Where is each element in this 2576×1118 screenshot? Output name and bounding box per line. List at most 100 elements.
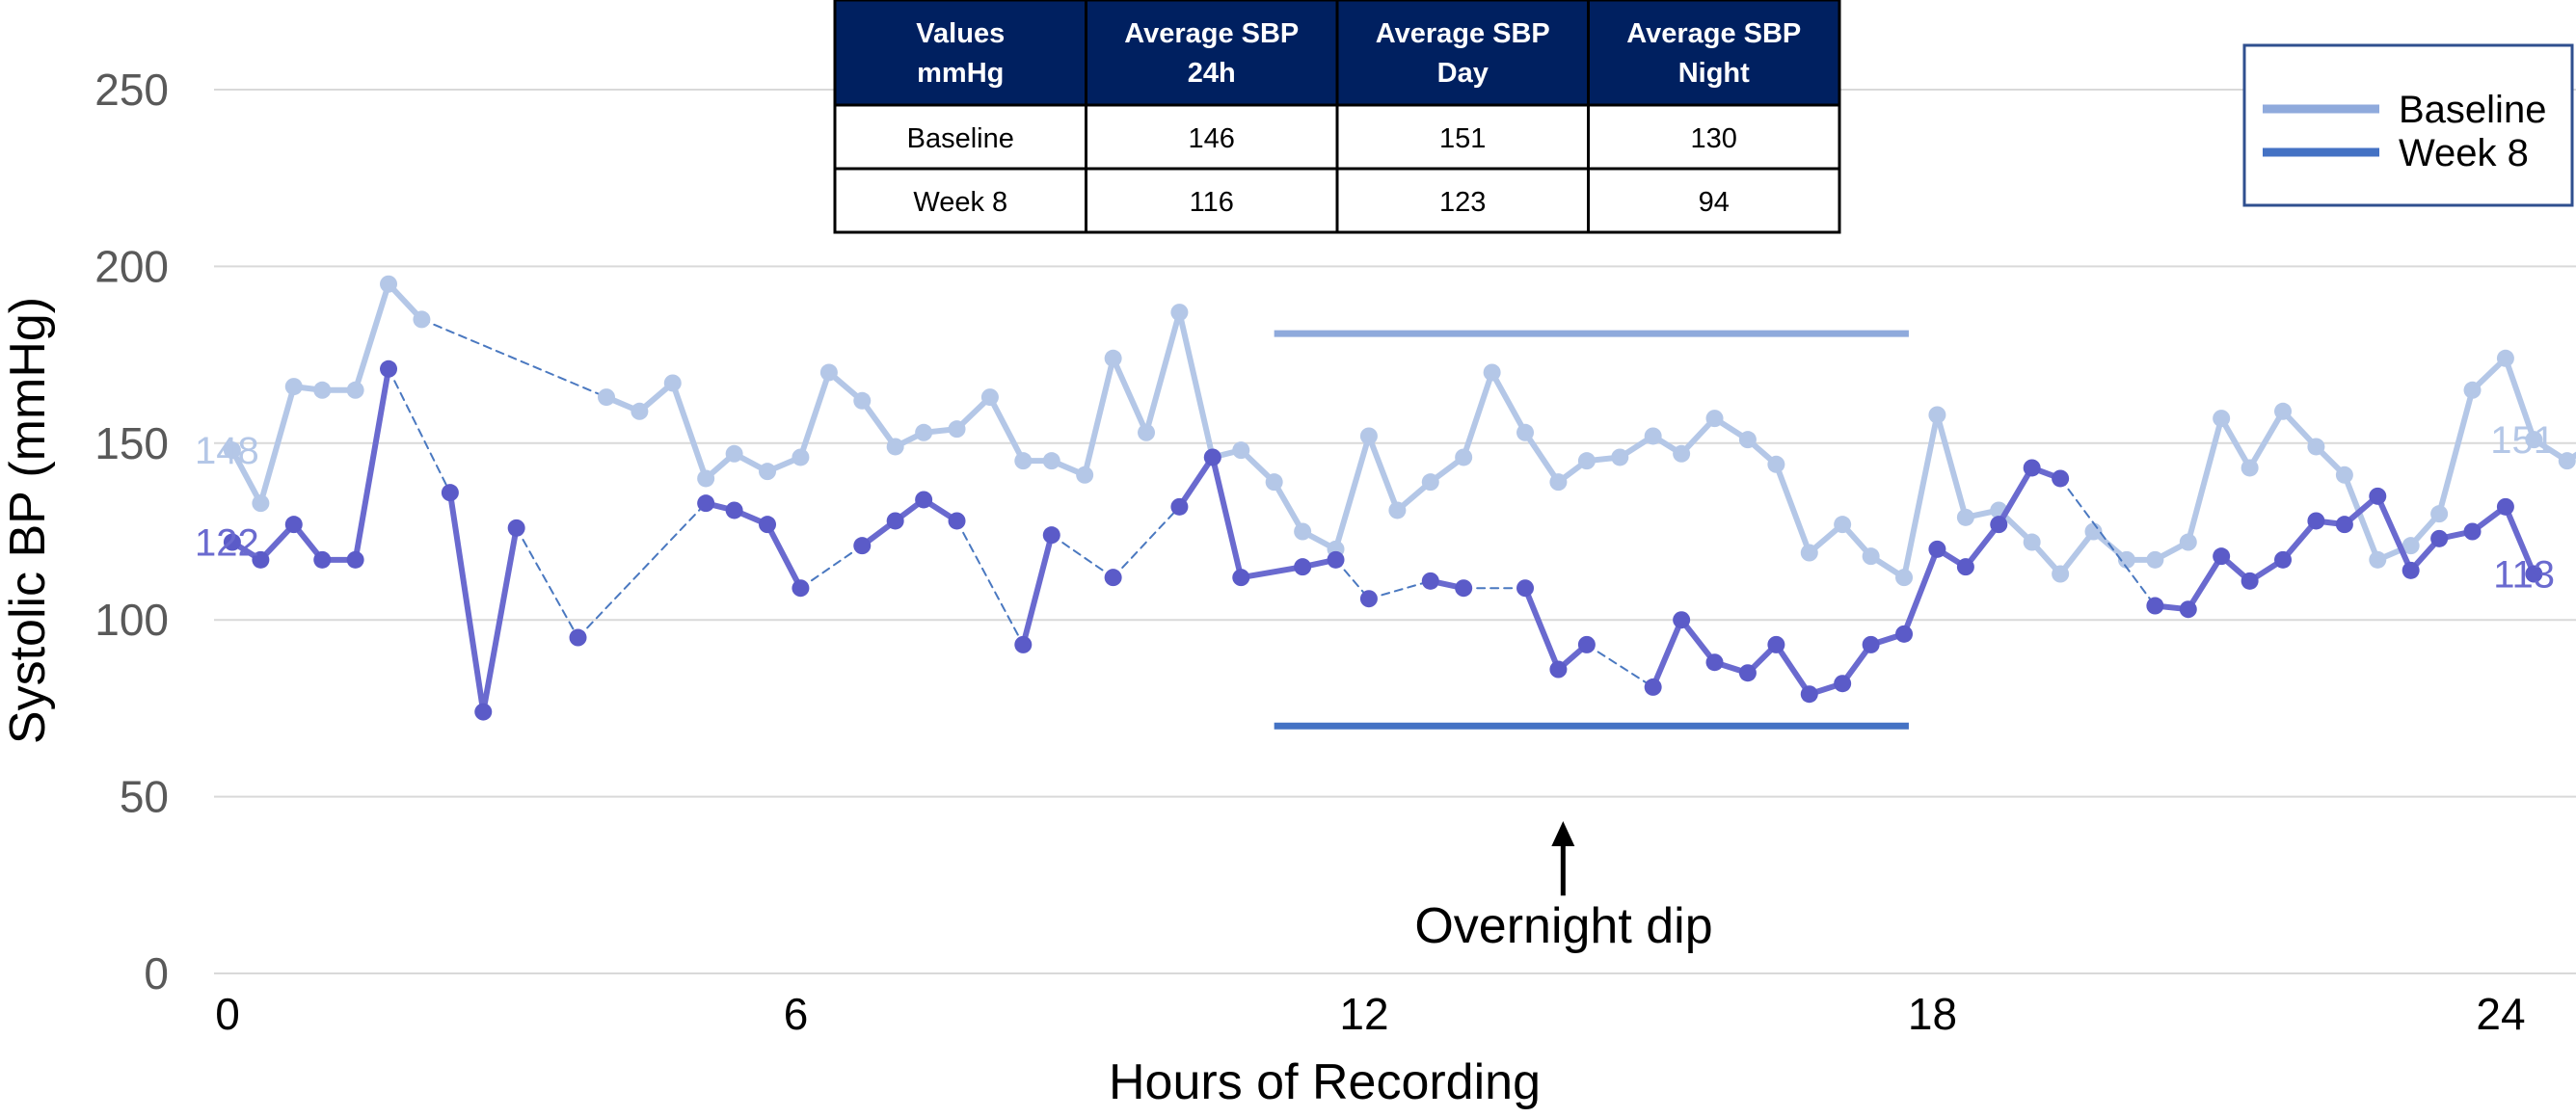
series-segment [2057,528,2097,577]
data-point [1611,448,1629,466]
series-segment [1650,617,1685,690]
table-header-cell [1085,0,1339,107]
data-point [2558,452,2576,470]
y-tick-label: 100 [94,595,169,645]
summary-table: Values mmHg Average SBP 24h Average SBP Day Av… [833,0,1841,234]
data-point [2241,572,2259,590]
data-point [1014,452,1033,470]
data-point [380,359,398,378]
series-segment [1522,429,1562,486]
series-segment [1901,546,1941,637]
series-segment [446,490,487,715]
series-week-8: 122 113 [195,359,2555,721]
data-point [507,519,525,537]
series-segment [1176,309,1216,461]
y-tick-label: 0 [144,948,169,998]
data-point [631,402,649,420]
data-point [380,275,398,293]
data-point [223,533,241,551]
series-segment [1901,412,1941,581]
data-point [792,579,810,598]
series-segment [1489,369,1529,436]
data-point [1738,431,1757,449]
series-segment [1365,433,1401,514]
data-point [569,628,587,647]
series-gap-segment [515,526,579,639]
data-point [2369,487,2387,505]
data-point [948,420,966,439]
data-point [663,374,682,392]
data-point [1232,441,1250,460]
data-point [915,491,933,509]
data-point [792,448,810,466]
legend-label: Baseline [2399,89,2546,131]
series-gap-segment [388,367,451,494]
table-cell-text: 94 [1699,187,1730,218]
table-cell-text: 146 [1189,123,1235,154]
data-point [1673,444,1691,463]
y-tick-label: 150 [94,418,169,468]
series-end-label: 151 [2490,419,2555,462]
x-tick-label: 24 [2476,989,2525,1039]
table-header-cell [833,0,1087,107]
data-point [1516,423,1535,441]
data-point [853,391,872,410]
series-segment [1996,465,2035,528]
table-cell [1335,167,1590,234]
series-segment [2436,386,2476,518]
series-segment [1143,309,1183,436]
data-point [1577,635,1596,653]
series-gap-segment [1050,534,1114,579]
data-point [853,537,872,555]
data-point [1359,590,1378,608]
data-point [2525,431,2543,449]
series-segment [2185,415,2225,546]
data-point [1104,349,1122,367]
data-point [980,388,999,407]
series-gap-segment [799,545,864,590]
y-tick-label: 250 [94,65,169,115]
data-point [598,388,615,407]
data-point [1834,675,1852,693]
data-point [2052,469,2070,488]
data-point [1928,406,1946,424]
annotation-arrow-head [1551,820,1575,846]
annotation-label: Overnight dip [1414,898,1712,954]
series-segment [1773,461,1812,556]
data-point [2496,349,2514,367]
data-point [1170,497,1189,516]
series-end-label: 113 [2493,554,2555,597]
data-point [1673,611,1691,629]
data-point [759,516,777,534]
series-gap-segment [577,502,708,639]
data-point [2213,410,2231,428]
data-point [1767,635,1785,653]
series-segment [480,524,520,715]
data-point [1455,579,1473,598]
x-tick-label: 18 [1908,989,1957,1039]
table-cell-text: Baseline [907,123,1014,154]
series-segment [2218,415,2253,471]
data-point [1042,526,1060,545]
data-point [1549,660,1568,679]
table-cell-text: 151 [1439,123,1486,154]
data-point [1956,508,1974,526]
data-point [1705,653,1724,672]
data-point [1834,516,1852,534]
data-point [2525,565,2543,583]
data-point [1232,569,1250,587]
table-cell-text: 123 [1439,187,1486,218]
data-point [1990,516,2008,534]
data-point [725,501,743,519]
data-point [1170,304,1189,322]
data-point [2146,597,2164,615]
data-point [2463,381,2482,399]
data-point [1359,427,1378,445]
series-segment [257,384,297,507]
data-point [1895,625,1914,643]
series-segment [352,280,392,393]
table-header-text: Day [1437,58,1489,89]
data-point [759,463,777,481]
data-point [1455,448,1473,466]
x-tick-label: 0 [215,989,240,1039]
